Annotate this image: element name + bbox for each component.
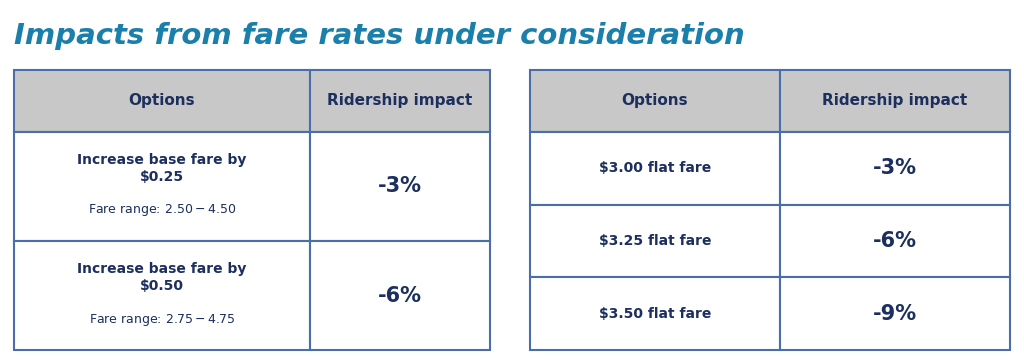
Bar <box>780 132 1010 205</box>
Bar <box>530 277 780 350</box>
Bar <box>14 70 310 132</box>
Text: -6%: -6% <box>873 231 918 251</box>
Bar <box>310 241 490 350</box>
Bar <box>530 70 780 132</box>
Text: $3.00 flat fare: $3.00 flat fare <box>599 161 711 175</box>
Text: Fare range: $2.75-$4.75: Fare range: $2.75-$4.75 <box>89 311 236 328</box>
Text: Options: Options <box>129 94 196 108</box>
Bar <box>310 70 490 132</box>
Text: Fare range: $2.50-$4.50: Fare range: $2.50-$4.50 <box>88 202 237 219</box>
Bar <box>310 132 490 241</box>
Text: Increase base fare by
$0.50: Increase base fare by $0.50 <box>78 262 247 293</box>
Bar <box>14 241 310 350</box>
Text: -3%: -3% <box>873 158 918 178</box>
Text: $3.50 flat fare: $3.50 flat fare <box>599 307 712 321</box>
Text: Options: Options <box>622 94 688 108</box>
Text: Increase base fare by
$0.25: Increase base fare by $0.25 <box>78 153 247 184</box>
Text: $3.25 flat fare: $3.25 flat fare <box>599 234 712 248</box>
Text: -3%: -3% <box>378 176 422 197</box>
Text: -6%: -6% <box>378 285 422 306</box>
Bar <box>530 205 780 277</box>
Text: Impacts from fare rates under consideration: Impacts from fare rates under considerat… <box>14 22 744 50</box>
Bar <box>780 205 1010 277</box>
Text: Ridership impact: Ridership impact <box>328 94 473 108</box>
Bar <box>780 277 1010 350</box>
Bar <box>780 70 1010 132</box>
Bar <box>530 132 780 205</box>
Text: Ridership impact: Ridership impact <box>822 94 968 108</box>
Text: -9%: -9% <box>872 304 918 324</box>
Bar <box>14 132 310 241</box>
